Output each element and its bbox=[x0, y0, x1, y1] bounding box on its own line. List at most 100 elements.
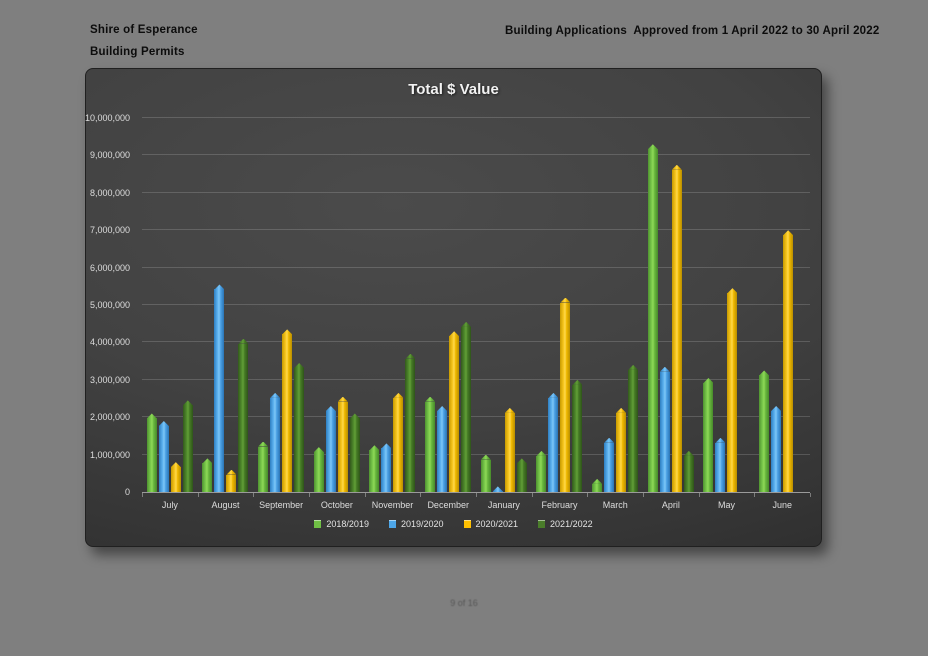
legend-swatch bbox=[538, 520, 546, 528]
y-tick-label: 4,000,000 bbox=[89, 337, 130, 348]
bar-tip bbox=[294, 362, 305, 368]
bar-tip bbox=[628, 364, 639, 370]
axis-tick bbox=[587, 493, 589, 497]
bar-group-december bbox=[420, 118, 476, 492]
bar-tip bbox=[504, 407, 515, 413]
axis-tick bbox=[253, 493, 255, 497]
x-tick-label: August bbox=[211, 500, 240, 510]
legend-label: 2021/2022 bbox=[550, 519, 593, 529]
x-tick-label: September bbox=[259, 500, 304, 510]
legend-swatch bbox=[314, 520, 322, 528]
bar-tip bbox=[405, 353, 416, 359]
bar-group-may bbox=[699, 118, 755, 492]
bar-shaft bbox=[146, 418, 157, 492]
bar bbox=[628, 364, 639, 492]
bar-tip bbox=[647, 144, 658, 150]
bar bbox=[715, 437, 726, 492]
bar-tip bbox=[516, 458, 527, 464]
bar bbox=[659, 366, 670, 492]
bar-tip bbox=[548, 392, 559, 398]
report-name: Building Permits bbox=[90, 46, 185, 58]
axis-tick bbox=[197, 493, 199, 497]
bar-group-march bbox=[587, 118, 643, 492]
bar-tip bbox=[337, 396, 348, 402]
bar-tip bbox=[437, 405, 448, 411]
bar bbox=[282, 329, 293, 492]
bar bbox=[349, 413, 360, 492]
bar bbox=[480, 454, 491, 492]
axis-tick bbox=[531, 493, 533, 497]
bar-shaft bbox=[572, 384, 583, 492]
bar-tip bbox=[492, 486, 503, 492]
bar bbox=[202, 458, 213, 492]
bar bbox=[369, 445, 380, 492]
bar bbox=[616, 407, 627, 492]
bar-shaft bbox=[258, 446, 269, 492]
bar-shaft bbox=[659, 371, 670, 492]
bar-shaft bbox=[238, 343, 249, 492]
y-tick-label: 2,000,000 bbox=[89, 412, 130, 423]
gridline bbox=[142, 154, 810, 156]
bar-tip bbox=[572, 379, 583, 385]
bar-group-february bbox=[532, 118, 588, 492]
bar bbox=[437, 405, 448, 492]
x-axis-line bbox=[142, 492, 810, 493]
y-tick-label: 8,000,000 bbox=[89, 187, 130, 198]
bar-tip bbox=[226, 469, 237, 475]
bar-shaft bbox=[492, 491, 503, 492]
bar-tip bbox=[325, 405, 336, 411]
legend-label: 2020/2021 bbox=[475, 519, 519, 529]
axis-tick bbox=[754, 493, 756, 497]
axis-tick bbox=[309, 493, 310, 497]
bar bbox=[727, 288, 738, 492]
legend-item: 2021/2022 bbox=[538, 519, 593, 529]
x-tick-label: July bbox=[161, 500, 178, 510]
bar bbox=[572, 379, 583, 492]
bar-shaft bbox=[226, 474, 237, 492]
axis-tick bbox=[810, 493, 811, 497]
bar-shaft bbox=[313, 452, 324, 492]
bar-group-august bbox=[198, 118, 254, 492]
bar bbox=[504, 407, 515, 492]
bar-group-november bbox=[365, 118, 421, 492]
bar-tip bbox=[146, 413, 157, 419]
bar-tip bbox=[759, 370, 770, 376]
gridline bbox=[142, 191, 810, 193]
bar-shaft bbox=[449, 336, 460, 492]
y-tick-label: 6,000,000 bbox=[89, 262, 130, 273]
bar-group-july bbox=[142, 118, 198, 492]
bar-tip bbox=[783, 230, 794, 236]
bar-tip bbox=[270, 392, 281, 398]
bar-shaft bbox=[628, 369, 639, 492]
bar-tip bbox=[170, 462, 181, 468]
axis-tick bbox=[643, 493, 644, 497]
bar-tip bbox=[659, 366, 670, 372]
y-tick-label: 3,000,000 bbox=[89, 374, 130, 385]
axis-tick bbox=[420, 493, 422, 497]
bar-tip bbox=[258, 441, 269, 447]
plot-area bbox=[142, 117, 811, 497]
bar bbox=[393, 392, 404, 492]
bar-tip bbox=[683, 450, 694, 456]
bar bbox=[592, 478, 603, 492]
bar-shaft bbox=[480, 459, 491, 492]
bar-shaft bbox=[158, 425, 169, 492]
bar-shaft bbox=[703, 382, 714, 492]
bar-shaft bbox=[759, 375, 770, 492]
bar-group-april bbox=[643, 118, 699, 492]
y-tick-label: 0 bbox=[124, 487, 130, 497]
y-axis-labels: 0 1,000,000 2,000,000 3,000,000 4,000,000 5,0… bbox=[85, 113, 134, 497]
bar-tip bbox=[449, 331, 460, 337]
bar-shaft bbox=[270, 397, 281, 492]
bar bbox=[771, 405, 782, 492]
page-number: 9 of 16 bbox=[450, 598, 478, 608]
gridline bbox=[142, 378, 810, 380]
legend-item: 2019/2020 bbox=[388, 519, 444, 529]
bar-shaft bbox=[727, 293, 738, 492]
bar bbox=[381, 443, 392, 492]
bar bbox=[170, 462, 181, 492]
bar-tip bbox=[158, 420, 169, 426]
org-name: Shire of Esperance bbox=[90, 24, 198, 36]
bar bbox=[647, 144, 658, 492]
bar bbox=[270, 392, 281, 492]
